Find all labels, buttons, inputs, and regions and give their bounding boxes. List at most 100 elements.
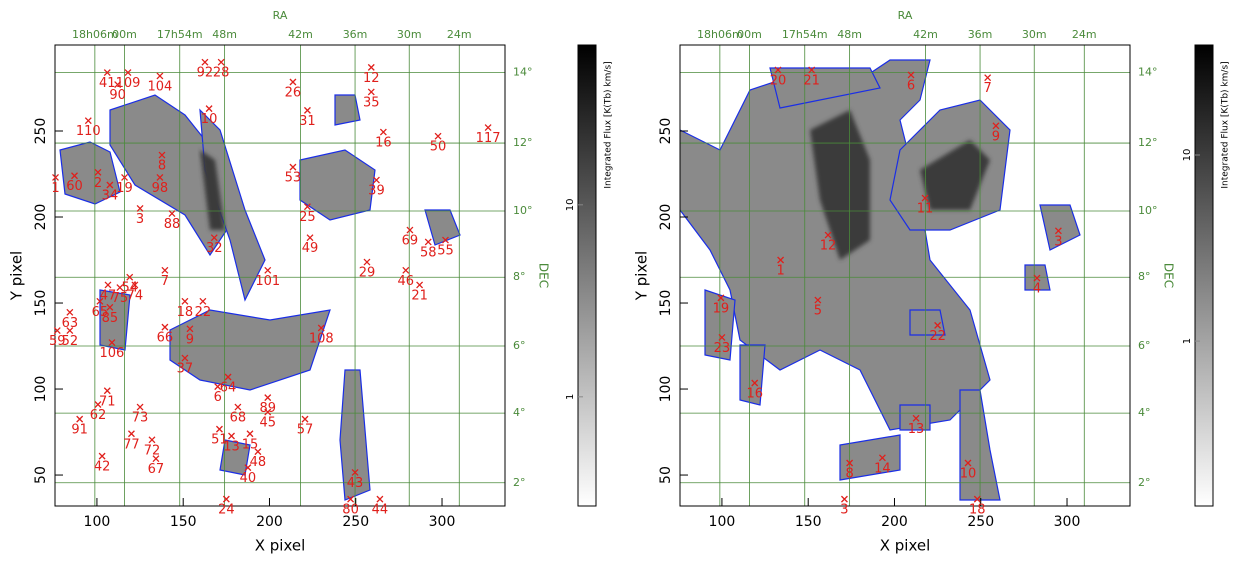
clump-marker: [161, 266, 169, 274]
clump-label: 8: [845, 466, 853, 481]
clump-marker: [103, 69, 111, 76]
clump-marker: [53, 327, 61, 335]
x-tick-label: 250: [967, 514, 994, 530]
y-tick-label: 50: [658, 466, 674, 484]
clump-label: 20: [770, 73, 787, 88]
clump-marker: [264, 266, 272, 274]
clump-label: 10: [960, 466, 977, 481]
clump-marker: [124, 69, 132, 76]
clump-marker: [306, 234, 314, 242]
clump-label: 3: [1054, 234, 1062, 249]
clump-label: 1: [776, 264, 784, 279]
clump-label: 91: [71, 423, 88, 438]
clump-marker: [416, 281, 424, 289]
clump-marker: [217, 58, 225, 66]
clump-label: 53: [285, 171, 302, 186]
clump-marker: [126, 273, 134, 281]
clump-label: 19: [116, 181, 133, 196]
x-tick-label: 100: [709, 514, 736, 530]
clump-label: 6: [907, 78, 915, 93]
clump-marker: [210, 234, 218, 242]
y-tick-label: 200: [33, 204, 49, 231]
clump-label: 117: [476, 131, 501, 146]
clump-marker: [964, 459, 972, 467]
clump-marker: [1033, 274, 1041, 282]
clump-label: 59: [49, 334, 66, 349]
clump-label: 12: [820, 239, 837, 254]
clump-marker: [181, 297, 189, 305]
clump-label: 71: [99, 394, 116, 409]
y-tick-label: 100: [33, 376, 49, 403]
clump-marker: [846, 459, 854, 467]
clump-marker: [106, 303, 114, 311]
y-tick-label: 250: [33, 118, 49, 145]
clump-label: 14: [874, 461, 891, 476]
dec-tick-label: 2°: [1138, 476, 1151, 489]
x-tick-label: 300: [1054, 514, 1081, 530]
clump-marker: [136, 204, 144, 212]
clump-marker: [136, 403, 144, 411]
clump-marker: [777, 256, 785, 264]
clump-marker: [934, 321, 942, 329]
clump-label: 25: [299, 210, 316, 225]
clump-label: 65: [92, 305, 109, 320]
colorbar-tick-label: 10: [565, 198, 576, 211]
clump-label: 106: [100, 346, 125, 361]
clump-marker: [264, 408, 272, 416]
dec-tick-label: 12°: [1138, 136, 1158, 149]
clump-label: 16: [375, 136, 392, 151]
clump-marker: [94, 401, 102, 408]
clump-marker: [222, 495, 230, 503]
plot-frame: [54, 44, 506, 507]
clump-label: 43: [347, 476, 364, 491]
emission-map: [680, 59, 1081, 501]
clump-marker: [158, 151, 166, 159]
clump-label: 22: [195, 305, 212, 320]
clump-label: 13: [223, 439, 240, 454]
clump-marker: [94, 168, 102, 176]
colorbar-label: Integrated Flux [K(Tb) km/s]: [604, 61, 614, 188]
clump-marker: [205, 105, 213, 113]
clump-marker: [751, 379, 759, 387]
clump-label: 24: [218, 503, 235, 518]
colorbar-tick-label: 1: [565, 394, 576, 400]
clump-marker: [484, 124, 492, 132]
x-tick-label: 150: [170, 514, 197, 530]
ra-tick-label: 00m: [112, 28, 137, 41]
clump-marker: [234, 403, 242, 411]
clump-marker: [127, 430, 135, 438]
clump-marker: [104, 281, 112, 289]
colorbar-tick-label: 1: [1182, 338, 1193, 344]
ra-tick-label: 30m: [397, 28, 422, 41]
ra-tick-label: 30m: [1022, 28, 1047, 41]
clump-label: 42: [94, 460, 111, 475]
x-tick-label: 200: [881, 514, 908, 530]
clump-label: 44: [372, 503, 389, 518]
clump-label: 10: [201, 112, 218, 127]
clump-label: 19: [713, 301, 730, 316]
clump-label: 18: [969, 503, 986, 518]
clump-label: 68: [230, 411, 247, 426]
clump-marker: [103, 387, 111, 395]
clump-label: 48: [250, 455, 267, 470]
clump-label: 7: [161, 274, 169, 289]
ra-tick-label: 18h06m: [697, 28, 743, 41]
clump-label: 32: [206, 241, 223, 256]
clump-marker: [264, 394, 272, 402]
clump-label: 2: [94, 176, 102, 191]
ra-tick-label: 24m: [447, 28, 472, 41]
dec-tick-label: 12°: [513, 136, 533, 149]
clump-marker: [186, 325, 194, 333]
clump-marker: [161, 323, 169, 331]
clump-label: 75: [112, 291, 129, 306]
x-axis-label: X pixel: [255, 537, 306, 555]
y-axis-label: Y pixel: [8, 251, 26, 301]
plot-frame: [679, 44, 1131, 507]
clump-marker: [148, 436, 156, 444]
clump-label: 67: [148, 462, 165, 477]
clump-label: 50: [430, 140, 447, 155]
clump-marker: [201, 58, 209, 66]
clump-label: 23: [714, 341, 731, 356]
clump-marker: [363, 258, 371, 266]
clump-label: 85: [102, 311, 119, 326]
